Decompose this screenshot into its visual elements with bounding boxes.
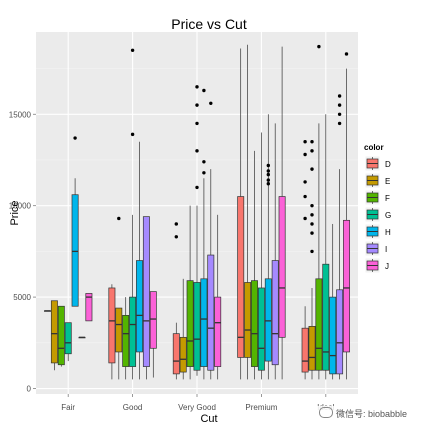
- outlier-point: [209, 101, 213, 106]
- y-axis: 0 5000 10000 15000: [9, 110, 36, 394]
- y-tick-label: 10000: [9, 202, 32, 211]
- watermark-text: 微信号: biobabble: [336, 409, 408, 419]
- box-G: [193, 282, 201, 371]
- outlier-point: [310, 149, 314, 153]
- outlier-point: [266, 163, 270, 168]
- x-tick-label: Very Good: [178, 403, 216, 412]
- box-E: [244, 282, 252, 358]
- box-H: [71, 194, 79, 307]
- outlier-point: [195, 121, 199, 126]
- x-tick-label: Fair: [61, 403, 75, 412]
- outlier-point: [310, 203, 314, 208]
- legend-title: color: [364, 143, 384, 152]
- legend-label: G: [385, 211, 391, 220]
- outlier-point: [310, 249, 314, 254]
- legend-label: I: [385, 245, 387, 254]
- outlier-point: [337, 121, 342, 126]
- outlier-point: [266, 172, 270, 177]
- box-J: [214, 296, 222, 367]
- box-I: [142, 216, 150, 367]
- outlier-point: [130, 132, 135, 137]
- outlier-point: [202, 88, 206, 93]
- box-G: [257, 287, 265, 371]
- outlier-point: [266, 182, 270, 186]
- outlier-point: [174, 222, 178, 226]
- box-E: [308, 326, 316, 371]
- box-G: [129, 296, 137, 367]
- outlier-point: [344, 52, 349, 56]
- box-H: [200, 278, 208, 367]
- outlier-point: [303, 180, 307, 184]
- outlier-point: [266, 169, 270, 173]
- y-tick-label: 0: [27, 385, 32, 394]
- box-J: [149, 291, 157, 349]
- outlier-point: [337, 94, 342, 98]
- box-J: [278, 196, 286, 338]
- outlier-point: [303, 194, 307, 199]
- legend-label: F: [385, 194, 390, 203]
- outlier-point: [195, 85, 199, 89]
- outlier-point: [303, 216, 307, 221]
- box-I: [336, 289, 344, 375]
- box-F: [57, 305, 65, 366]
- y-tick-label: 15000: [9, 110, 32, 119]
- outlier-point: [337, 103, 342, 107]
- box-D: [301, 327, 309, 373]
- outlier-point: [310, 167, 314, 171]
- outlier-point: [310, 231, 314, 235]
- box-D: [172, 333, 180, 375]
- outlier-point: [310, 213, 314, 217]
- box-G: [322, 263, 330, 371]
- legend-label: H: [385, 228, 391, 237]
- box-I: [271, 260, 279, 366]
- outlier-point: [202, 171, 206, 175]
- box-H: [264, 278, 272, 362]
- outlier-point: [310, 139, 314, 144]
- box-F: [186, 280, 194, 367]
- legend-label: E: [385, 177, 390, 186]
- box-F: [122, 315, 130, 367]
- outlier-point: [303, 139, 307, 144]
- box-F: [251, 280, 258, 367]
- box-D: [237, 196, 245, 358]
- legend-label: J: [385, 262, 389, 271]
- box-I: [207, 254, 215, 371]
- x-tick-label: Premium: [245, 403, 277, 412]
- wechat-icon: [319, 407, 333, 418]
- outlier-point: [310, 222, 314, 226]
- box-H: [329, 296, 337, 375]
- watermark: 微信号: biobabble: [316, 406, 411, 421]
- box-F: [315, 278, 323, 371]
- box-E: [115, 307, 123, 353]
- boxplot-boxes: [44, 44, 350, 380]
- outlier-point: [195, 149, 199, 153]
- y-axis-title: Price: [9, 200, 21, 225]
- box-E: [179, 336, 187, 373]
- outlier-point: [73, 136, 77, 140]
- outlier-point: [317, 44, 321, 49]
- y-tick-label: 5000: [13, 293, 31, 302]
- outlier-point: [195, 185, 199, 190]
- outlier-point: [337, 112, 342, 116]
- outlier-point: [195, 103, 199, 107]
- box-J: [85, 293, 93, 322]
- box-D: [108, 287, 116, 364]
- box-H: [136, 260, 143, 353]
- x-tick-label: Good: [123, 403, 143, 412]
- outlier-point: [202, 160, 206, 164]
- outlier-point: [130, 48, 135, 52]
- box-J: [343, 219, 350, 353]
- chart-title: Price vs Cut: [171, 16, 247, 32]
- outlier-point: [303, 152, 307, 157]
- outlier-point: [174, 235, 178, 239]
- x-axis-title: Cut: [200, 413, 217, 425]
- box-G: [64, 322, 72, 355]
- legend-label: D: [385, 160, 391, 169]
- outlier-point: [266, 178, 270, 182]
- outlier-point: [117, 216, 121, 221]
- box-E: [50, 300, 58, 364]
